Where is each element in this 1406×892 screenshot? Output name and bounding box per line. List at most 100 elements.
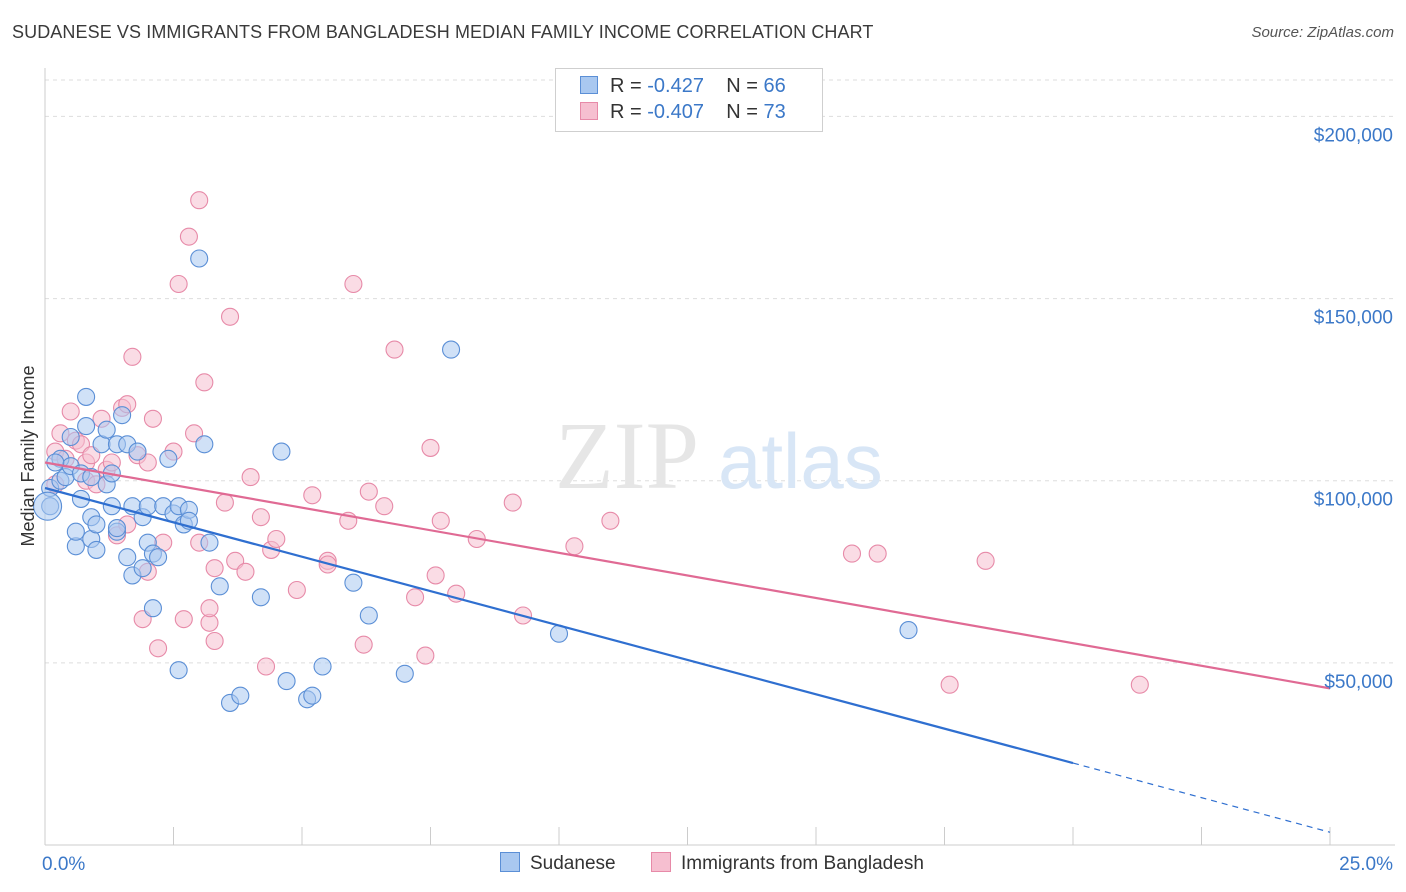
- sudanese-point: [87, 540, 106, 559]
- legend-row-bangladesh: R = -0.407 N = 73: [580, 101, 786, 127]
- sudanese-point: [190, 249, 209, 268]
- sudanese-point: [303, 686, 322, 705]
- bangladesh-point: [601, 511, 620, 530]
- bangladesh-point: [61, 402, 80, 421]
- bangladesh-point: [195, 373, 214, 392]
- correlation-legend: R = -0.427 N = 66 R = -0.407 N = 73: [555, 68, 823, 132]
- trend-line-bangladesh: [44, 461, 1331, 690]
- legend-label-bangladesh: Immigrants from Bangladesh: [681, 853, 924, 874]
- sudanese-point: [107, 519, 127, 538]
- legend-n-label: N =: [726, 75, 758, 97]
- legend-n-value: 66: [763, 75, 786, 97]
- sudanese-point: [149, 548, 168, 567]
- bangladesh-point: [565, 537, 584, 556]
- x-tick-label: 0.0%: [42, 854, 85, 875]
- bangladesh-point: [169, 274, 188, 294]
- y-tick-labels: $50,000 $100,000 $150,000 $200,000: [1314, 125, 1393, 692]
- legend-r-value: -0.407: [647, 101, 704, 123]
- bangladesh-point: [205, 631, 224, 651]
- sudanese-point: [133, 559, 152, 578]
- x-tick-labels: 0.0% 25.0%: [42, 854, 1393, 875]
- y-tick-label: $50,000: [1324, 672, 1393, 693]
- sudanese-point: [442, 340, 461, 359]
- bangladesh-point: [143, 409, 162, 428]
- bangladesh-point: [174, 610, 193, 629]
- x-tick-label: 25.0%: [1339, 854, 1393, 875]
- sudanese-point: [313, 657, 332, 676]
- bangladesh-point: [354, 635, 373, 654]
- bangladesh-point: [406, 588, 425, 607]
- y-tick-label: $150,000: [1314, 308, 1393, 329]
- bangladesh-point: [205, 559, 224, 578]
- sudanese-point: [344, 573, 363, 592]
- bangladesh-point: [149, 639, 168, 658]
- bangladesh-point: [375, 497, 394, 516]
- bangladesh-point: [179, 227, 198, 246]
- y-tick-label: $200,000: [1314, 125, 1393, 146]
- bangladesh-point: [303, 486, 322, 505]
- bangladesh-point: [976, 551, 995, 570]
- sudanese-point: [169, 661, 188, 680]
- y-tick-label: $100,000: [1314, 490, 1393, 511]
- sudanese-point: [251, 588, 270, 607]
- sudanese-point: [272, 442, 291, 461]
- legend-item-sudanese: Sudanese: [500, 852, 616, 875]
- sudanese-point: [359, 606, 378, 625]
- series-legend: Sudanese Immigrants from Bangladesh: [0, 852, 1406, 878]
- sudanese-point: [143, 599, 162, 618]
- sudanese-point: [113, 406, 132, 425]
- sudanese-point: [195, 435, 214, 454]
- sudanese-point: [277, 672, 296, 691]
- trend-line-sudanese: [44, 486, 1074, 765]
- legend-r-label: R =: [610, 101, 642, 123]
- sudanese-point: [395, 664, 414, 683]
- sudanese-point: [200, 533, 219, 552]
- sudanese-point: [77, 417, 96, 436]
- legend-swatch-sudanese: [500, 852, 520, 872]
- legend-r-label: R =: [610, 75, 642, 97]
- legend-swatch-bangladesh: [651, 852, 671, 872]
- sudanese-point: [899, 621, 918, 640]
- y-axis-label: Median Family Income: [18, 365, 38, 546]
- legend-row-sudanese: R = -0.427 N = 66: [580, 75, 786, 101]
- sudanese-point: [128, 442, 147, 461]
- bangladesh-point: [267, 529, 286, 549]
- bangladesh-point: [236, 562, 255, 581]
- bangladesh-point: [123, 347, 142, 366]
- sudanese-point: [210, 577, 229, 596]
- sudanese-point: [61, 427, 80, 447]
- legend-n-label: N =: [726, 101, 758, 123]
- bangladesh-point: [940, 675, 959, 694]
- sudanese-point: [97, 420, 116, 439]
- bangladesh-point: [868, 544, 887, 563]
- sudanese-point: [138, 497, 157, 516]
- watermark: ZIP atlas: [555, 402, 883, 509]
- bangladesh-point: [200, 599, 219, 618]
- legend-label-sudanese: Sudanese: [530, 853, 616, 874]
- chart-source: Source: ZipAtlas.com: [1251, 24, 1394, 41]
- watermark-atlas: atlas: [718, 417, 883, 505]
- sudanese-point: [66, 522, 85, 541]
- legend-item-bangladesh: Immigrants from Bangladesh: [651, 852, 924, 875]
- sudanese-point: [82, 468, 101, 487]
- bangladesh-point: [431, 511, 450, 530]
- legend-r-value: -0.427: [647, 75, 704, 97]
- watermark-zip: ZIP: [555, 402, 699, 509]
- bangladesh-point: [215, 493, 234, 512]
- bangladesh-point: [421, 438, 440, 457]
- bangladesh-point: [1130, 675, 1149, 694]
- bangladesh-point: [241, 468, 260, 487]
- bangladesh-point: [842, 544, 862, 563]
- sudanese-point: [77, 387, 96, 406]
- bangladesh-point: [416, 646, 435, 665]
- bangladesh-point: [251, 508, 270, 527]
- sudanese-point: [33, 491, 63, 521]
- bangladesh-point: [503, 493, 522, 512]
- legend-swatch-bangladesh: [580, 102, 598, 120]
- sudanese-point: [87, 515, 106, 534]
- bangladesh-point: [190, 191, 209, 210]
- sudanese-point: [231, 686, 250, 705]
- trend-extension-sudanese: [1072, 762, 1331, 833]
- sudanese-point: [118, 548, 137, 567]
